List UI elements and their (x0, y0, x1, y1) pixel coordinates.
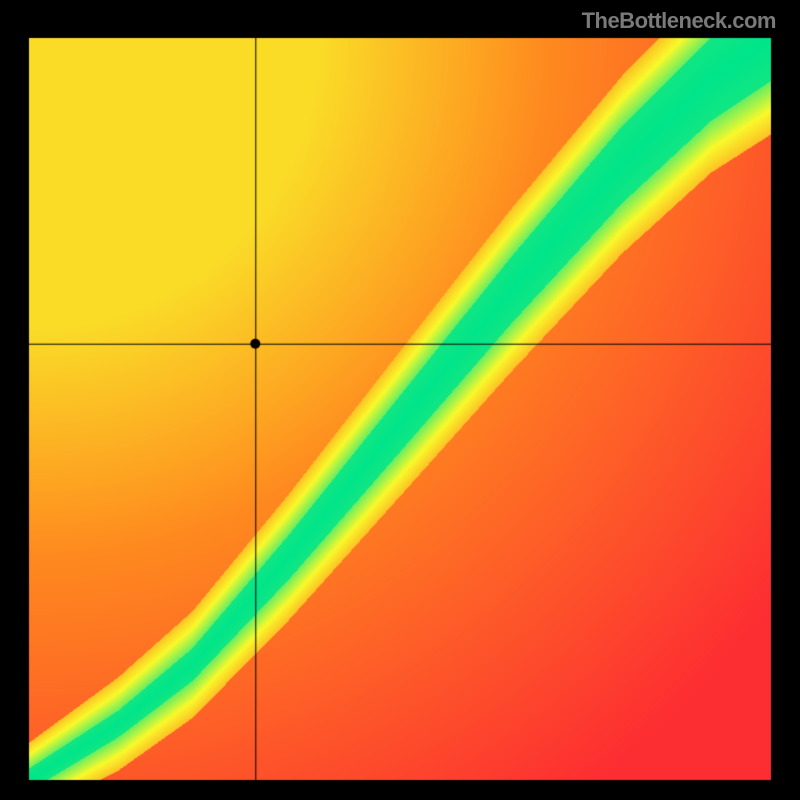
attribution-text: TheBottleneck.com (582, 8, 776, 34)
bottleneck-heatmap (0, 0, 800, 800)
